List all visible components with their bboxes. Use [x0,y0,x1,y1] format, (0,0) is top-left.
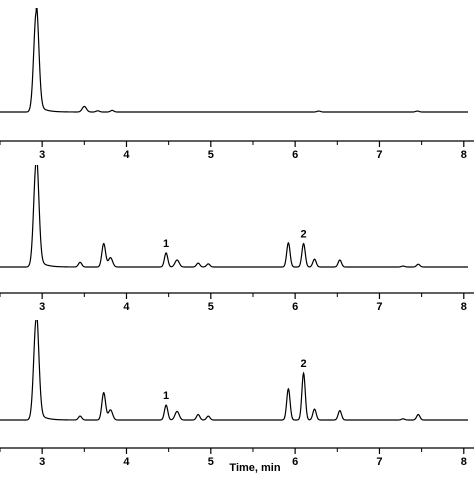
x-tick-label: 4 [123,149,130,161]
peak-label-2: 2 [301,229,307,241]
panel-top: 3 4 5 6 7 8 [0,8,474,161]
chromatogram-trace [0,8,468,113]
x-tick-label: 5 [208,456,214,468]
x-axis-title: Time, min [229,462,280,474]
x-tick-label: 8 [461,149,467,161]
x-tick-label: 4 [123,456,130,468]
x-tick-label: 7 [376,301,382,313]
chromatogram-trace [0,320,468,421]
x-tick-label: 5 [208,149,214,161]
chromatogram-trace [0,165,468,268]
x-tick-label: 7 [376,149,382,161]
x-tick-label: 6 [292,456,298,468]
panel-bottom: 3 4 5 6 7 8 1 2 [0,320,474,468]
x-tick-label: 8 [461,456,467,468]
x-tick-label: 3 [39,456,45,468]
x-tick-label: 5 [208,301,214,313]
x-tick-label: 8 [461,301,467,313]
peak-label-1: 1 [163,390,169,402]
peak-label-1: 1 [163,238,169,250]
x-tick-label: 6 [292,149,298,161]
x-tick-label: 3 [39,301,45,313]
panel-middle: 3 4 5 6 7 8 1 2 [0,165,474,313]
x-tick-label: 7 [376,456,382,468]
x-tick-label: 4 [123,301,130,313]
x-tick-label: 3 [39,149,45,161]
x-tick-label: 6 [292,301,298,313]
peak-label-2: 2 [301,358,307,370]
